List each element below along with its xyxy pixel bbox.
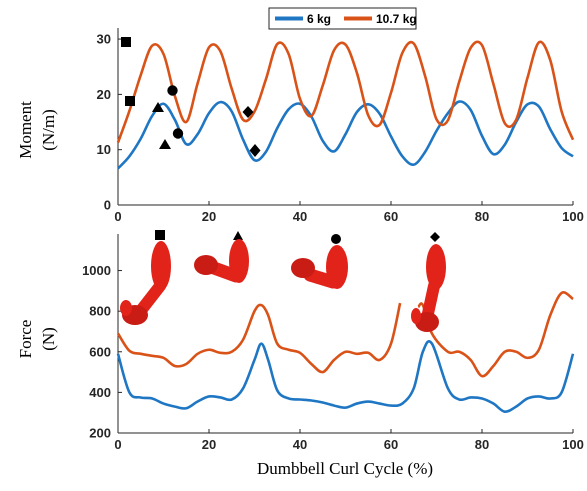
force-ytick-label: 200 — [89, 426, 111, 441]
pose-marker-square — [155, 230, 165, 240]
moment-ytick-label: 10 — [97, 142, 111, 157]
force-xtick-label: 40 — [293, 437, 307, 452]
marker-triangle — [159, 139, 171, 149]
force-ytick-label: 600 — [89, 344, 111, 359]
moment-x-ticks: 0 20 40 60 80 100 — [114, 201, 584, 224]
moment-xtick-label: 40 — [293, 209, 307, 224]
force-xtick-label: 20 — [202, 437, 216, 452]
moment-ylabel-line2: (N/m) — [39, 109, 58, 151]
force-ytick-label: 800 — [89, 304, 111, 319]
moment-xtick-label: 80 — [475, 209, 489, 224]
force-ylabel-line1: Force — [16, 320, 35, 359]
force-xtick-label: 80 — [475, 437, 489, 452]
force-ytick-label: 1000 — [82, 263, 111, 278]
moment-series-line-10kg — [116, 40, 575, 143]
hand — [291, 258, 315, 278]
shoulder — [411, 308, 421, 324]
legend-box — [268, 7, 417, 30]
hand — [194, 255, 218, 275]
arm-pose-curl-mid — [291, 234, 348, 289]
marker-circle — [172, 128, 184, 139]
moment-panel: 0 10 20 30 0 20 40 60 80 100 Moment (N/m) — [16, 28, 584, 224]
force-series-line-10kg — [116, 302, 402, 374]
pose-marker-triangle — [233, 231, 243, 240]
force-x-ticks: 0 20 40 60 80 100 — [114, 429, 584, 452]
legend-label-10kg: 10.7 kg — [376, 12, 417, 26]
upper-arm — [426, 244, 446, 290]
force-ylabel-line2: (N) — [39, 327, 58, 351]
moment-series-line-6kg — [117, 100, 574, 170]
forearm — [303, 268, 340, 289]
marker-triangle — [152, 102, 164, 112]
marker-square — [121, 37, 131, 47]
marker-square — [125, 96, 135, 106]
marker-diamond — [242, 106, 254, 118]
arm-pose-curl-up — [194, 231, 249, 283]
force-ytick-label: 400 — [89, 385, 111, 400]
upper-arm — [151, 241, 171, 291]
moment-ylabel-line1: Moment — [16, 101, 35, 159]
force-series-line-6kg — [116, 340, 575, 413]
moment-ytick-label: 0 — [104, 198, 111, 213]
force-series-line-10kg — [417, 291, 574, 378]
marker-diamond — [249, 144, 261, 157]
moment-ytick-label: 30 — [97, 32, 111, 47]
pose-marker-circle — [331, 234, 341, 244]
moment-xtick-label: 100 — [562, 209, 584, 224]
marker-circle — [167, 85, 178, 96]
force-xlabel: Dumbbell Curl Cycle (%) — [257, 459, 433, 478]
force-xtick-label: 60 — [384, 437, 398, 452]
force-series — [116, 291, 575, 413]
arm-pose-extended — [120, 230, 171, 325]
force-y-ticks: 200 400 600 800 1000 — [82, 263, 122, 441]
moment-xtick-label: 20 — [202, 209, 216, 224]
moment-xtick-label: 0 — [114, 209, 121, 224]
arm-pose-lowering — [411, 232, 446, 332]
shoulder — [120, 300, 132, 316]
force-xtick-label: 0 — [114, 437, 121, 452]
moment-ytick-label: 20 — [97, 87, 111, 102]
moment-xtick-label: 60 — [384, 209, 398, 224]
force-xtick-label: 100 — [562, 437, 584, 452]
moment-series — [116, 40, 575, 170]
legend-label-6kg: 6 kg — [307, 12, 331, 26]
legend: 6 kg 10.7 kg — [268, 7, 417, 30]
pose-marker-diamond — [430, 232, 440, 242]
forearm — [207, 261, 243, 283]
hand — [415, 312, 439, 332]
